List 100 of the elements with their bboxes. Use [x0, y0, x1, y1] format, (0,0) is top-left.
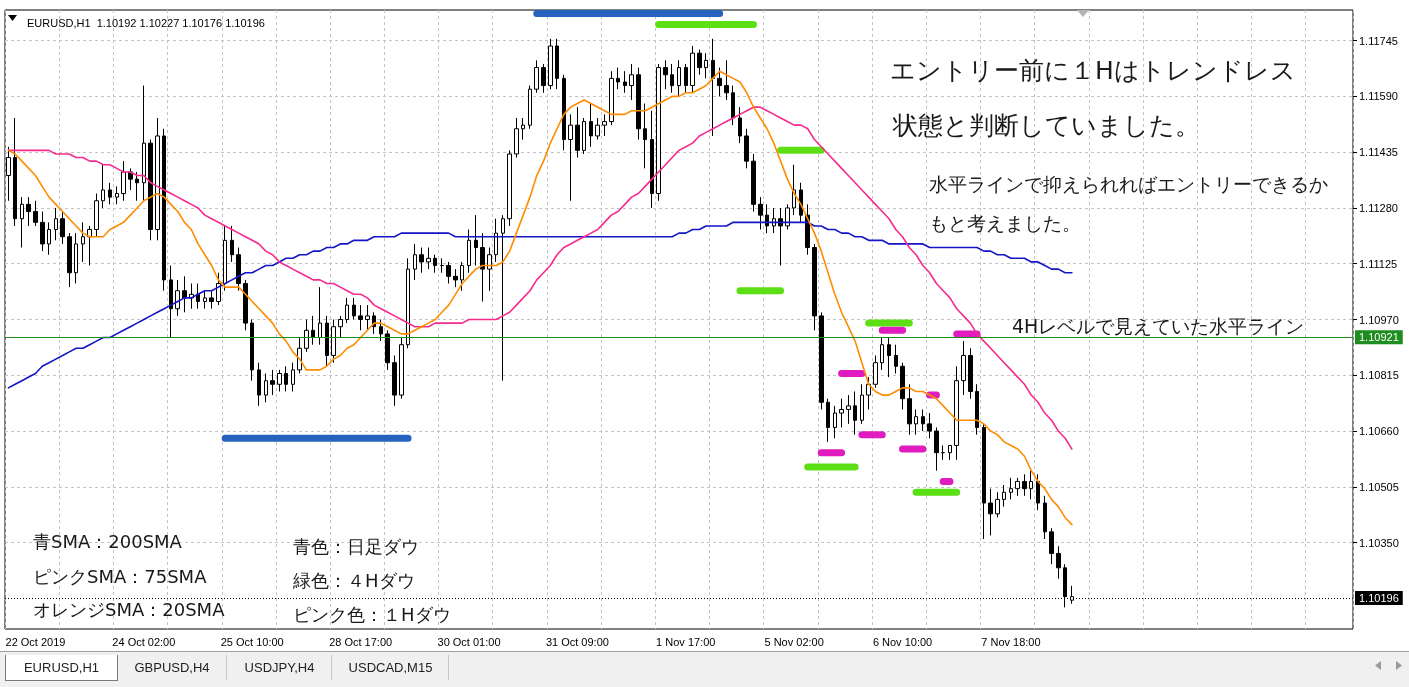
candlestick	[562, 74, 566, 151]
candlestick	[948, 444, 952, 461]
candlestick	[704, 52, 708, 79]
candlestick	[67, 232, 72, 288]
candlestick	[677, 59, 681, 97]
y-tick-label: 1.11280	[1359, 201, 1398, 214]
candlestick	[94, 193, 99, 238]
candlestick	[26, 196, 31, 227]
candlestick	[135, 171, 139, 202]
candlestick	[900, 362, 905, 410]
candlestick	[819, 311, 824, 410]
candlestick	[1049, 527, 1054, 565]
tab: USDCAD,M15	[333, 655, 449, 680]
annotation: 青色：日足ダウ	[293, 535, 419, 557]
candlestick	[873, 354, 878, 389]
candlestick	[47, 221, 51, 256]
y-tick-label: 1.11590	[1359, 90, 1398, 103]
candlestick	[507, 149, 512, 227]
candlestick	[148, 139, 153, 241]
candlestick	[115, 185, 119, 205]
candlestick	[758, 196, 763, 231]
candlestick	[325, 315, 329, 367]
candlestick	[887, 336, 891, 378]
x-tick-label: 5 Nov 02:00	[764, 635, 824, 648]
candlestick	[264, 372, 268, 403]
candlestick	[961, 340, 966, 396]
candlestick	[860, 383, 864, 425]
candlestick	[291, 362, 295, 392]
candlestick	[467, 229, 471, 274]
y-tick-label: 1.10660	[1359, 425, 1399, 438]
candlestick	[636, 67, 641, 141]
y-tick-label: 1.11745	[1359, 34, 1398, 47]
candlestick	[175, 279, 180, 317]
candlestick	[236, 247, 241, 292]
candlestick	[927, 412, 932, 439]
candlestick	[595, 117, 600, 141]
candlestick	[487, 247, 492, 292]
candlestick	[284, 365, 288, 392]
candlestick	[988, 488, 993, 536]
candlestick	[656, 63, 661, 202]
candlestick	[921, 408, 925, 432]
candlestick	[216, 272, 221, 306]
candlestick	[433, 254, 437, 274]
candlestick	[1009, 477, 1013, 500]
candlestick	[1002, 484, 1006, 508]
candlestick	[975, 383, 979, 436]
candlestick	[684, 63, 688, 94]
candlestick	[385, 329, 390, 371]
candlestick	[589, 103, 593, 148]
candlestick	[609, 70, 614, 126]
x-tick-label: 1 Nov 17:00	[656, 635, 716, 648]
candlestick	[968, 347, 973, 400]
candlestick	[121, 160, 126, 202]
y-tick-label: 1.10505	[1359, 480, 1399, 493]
y-tick-label: 1.11435	[1359, 146, 1398, 159]
candlestick	[270, 369, 275, 396]
candlestick	[514, 117, 519, 159]
candlestick	[555, 38, 559, 90]
candlestick	[995, 491, 1000, 518]
x-tick-label: 28 Oct 17:00	[329, 635, 393, 648]
x-tick-label: 24 Oct 02:00	[112, 635, 176, 648]
candlestick	[833, 405, 837, 439]
candlestick	[358, 304, 363, 331]
annotation: 青SMA：200SMA	[33, 530, 183, 552]
candlestick	[440, 257, 444, 274]
candlestick	[623, 70, 627, 94]
candlestick	[548, 38, 553, 90]
candlestick	[480, 232, 485, 303]
candlestick	[629, 63, 634, 101]
candlestick	[81, 221, 85, 263]
annotation: ピンクSMA：75SMA	[33, 565, 208, 587]
x-tick-label: 22 Oct 2019	[5, 635, 66, 648]
candlestick	[223, 225, 227, 292]
candlestick	[528, 85, 532, 130]
x-tick-label: 30 Oct 01:00	[437, 635, 501, 648]
y-tick-label: 1.10815	[1359, 369, 1399, 382]
x-tick-label: 6 Nov 10:00	[872, 635, 933, 648]
candlestick	[866, 376, 871, 410]
x-tick-label: 31 Oct 09:00	[545, 635, 609, 648]
candlestick	[812, 243, 817, 331]
candlestick	[568, 113, 573, 202]
candlestick	[670, 63, 674, 94]
candlestick	[494, 218, 498, 263]
candlestick	[616, 67, 620, 90]
candlestick	[474, 214, 478, 267]
annotation: もと考えました。	[929, 212, 1081, 234]
candlestick	[426, 247, 431, 270]
candlestick	[304, 319, 309, 353]
ref-line-label: 1.10921	[1359, 331, 1399, 344]
candlestick	[419, 247, 424, 274]
candlestick	[744, 128, 749, 169]
candlestick	[778, 207, 783, 267]
y-tick-label: 1.11125	[1359, 257, 1398, 270]
candlestick	[907, 383, 912, 436]
candlestick	[894, 344, 898, 374]
candlestick	[392, 354, 397, 407]
candlestick	[697, 49, 702, 76]
candlestick	[338, 315, 343, 338]
candlestick	[331, 319, 336, 364]
candlestick	[162, 128, 166, 292]
